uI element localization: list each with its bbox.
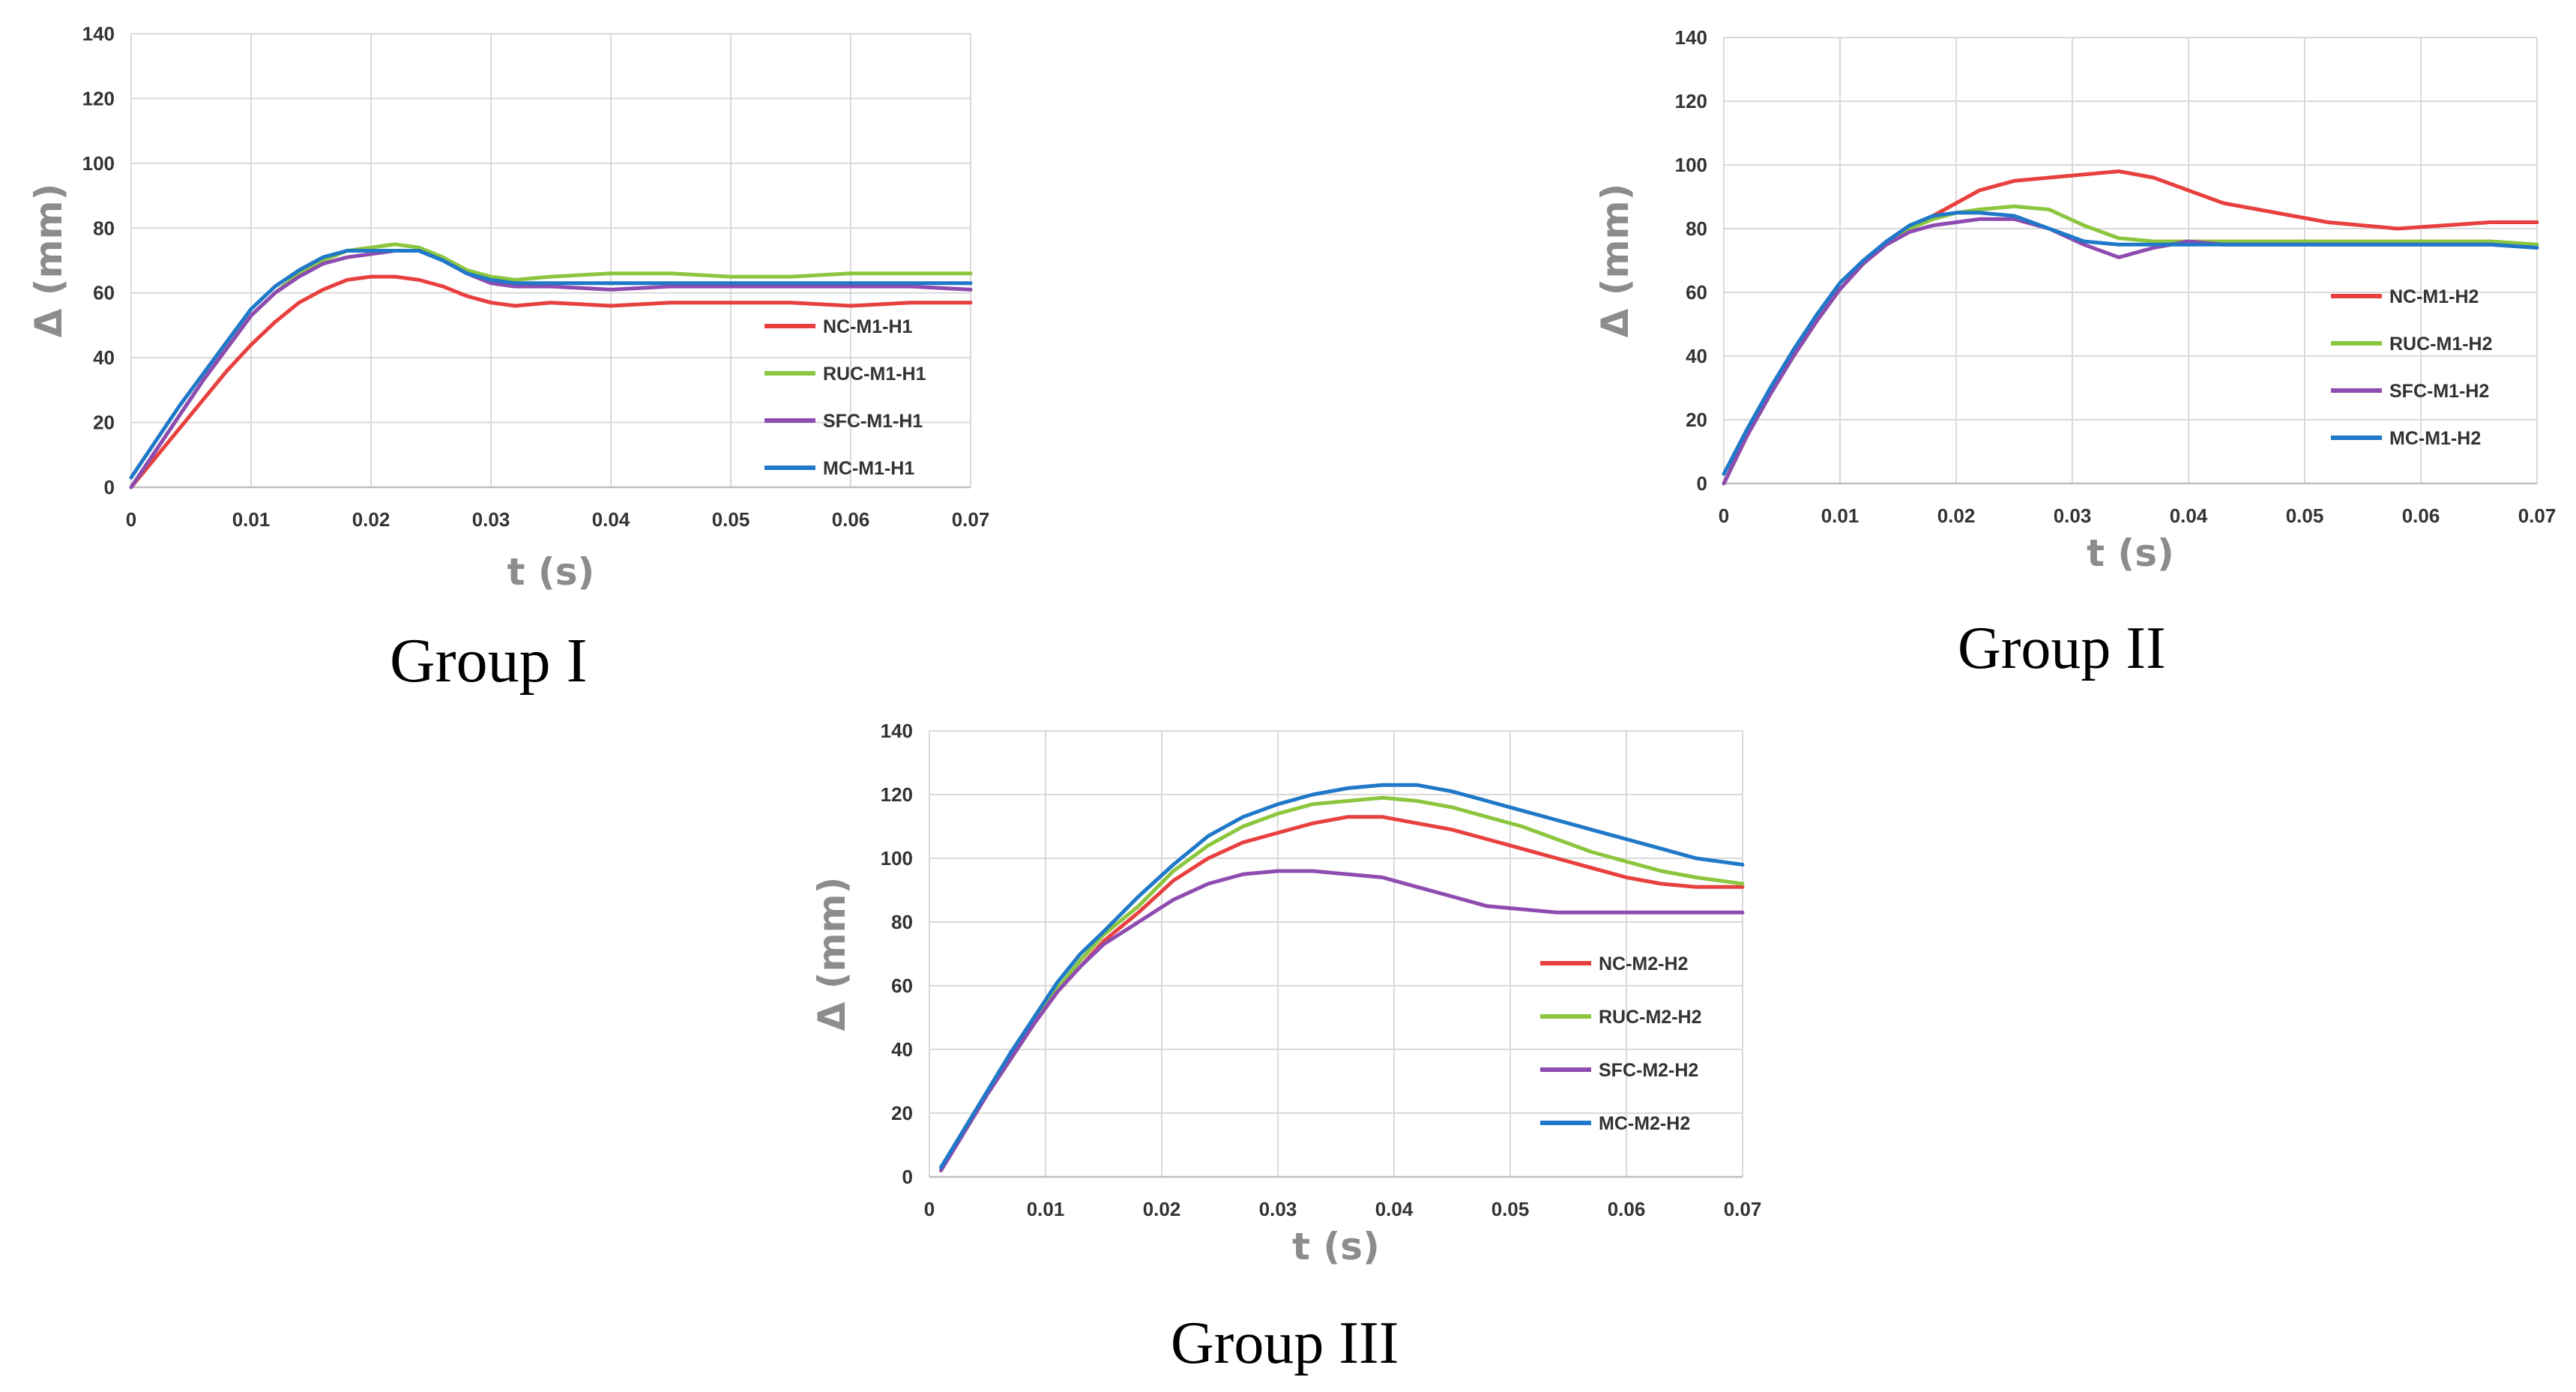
x-tick-label: 0.07 — [2518, 504, 2557, 527]
x-tick-label: 0.05 — [712, 508, 750, 531]
y-tick-label: 120 — [881, 783, 913, 806]
y-tick-label: 100 — [881, 847, 913, 870]
legend-label: SFC-M1-H2 — [2389, 381, 2489, 402]
x-axis-label: t (s) — [1292, 1225, 1380, 1268]
series-line-mc-m1-h1 — [129, 249, 973, 480]
y-tick-label: 140 — [1675, 26, 1707, 49]
series-line-nc-m1-h1 — [129, 274, 973, 489]
x-axis-label: t (s) — [2087, 531, 2174, 575]
x-tick-label: 0.04 — [2170, 504, 2208, 527]
legend-label: SFC-M2-H2 — [1599, 1060, 1698, 1081]
legend-label: NC-M1-H1 — [823, 316, 913, 337]
chart-caption-group-3: Group III — [1171, 1310, 1399, 1376]
y-tick-label: 0 — [104, 476, 115, 498]
y-tick-label: 40 — [1686, 345, 1707, 367]
chart-caption-group-1: Group I — [390, 626, 588, 696]
y-axis-label: Δ (mm) — [27, 183, 70, 337]
x-tick-label: 0.03 — [2054, 504, 2092, 527]
x-tick-label: 0.02 — [1143, 1198, 1181, 1220]
legend-label: MC-M1-H1 — [823, 458, 914, 479]
legend-label: MC-M2-H2 — [1599, 1113, 1690, 1134]
y-tick-label: 140 — [82, 22, 115, 45]
x-tick-label: 0.02 — [1937, 504, 1976, 527]
x-tick-label: 0 — [924, 1198, 935, 1220]
series-line-mc-m1-h2 — [1722, 211, 2539, 476]
y-tick-label: 60 — [1686, 281, 1707, 304]
legend-label: RUC-M2-H2 — [1599, 1007, 1702, 1028]
y-axis-label: Δ (mm) — [810, 876, 854, 1031]
x-tick-label: 0.04 — [1375, 1198, 1414, 1220]
series-line-mc-m2-h2 — [939, 783, 1745, 1169]
chart-group-2: 0 20 40 60 80 100 120 140 0 0.01 0.02 0.03 0.04 0.05 0… — [1593, 26, 2557, 575]
x-tick-label: 0.06 — [2402, 504, 2440, 527]
y-tick-label: 20 — [891, 1102, 913, 1124]
x-tick-label: 0.03 — [472, 508, 510, 531]
x-tick-label: 0 — [126, 508, 136, 531]
y-tick-label: 0 — [1697, 472, 1707, 495]
x-tick-label: 0.05 — [2286, 504, 2324, 527]
y-tick-label: 80 — [891, 911, 913, 933]
x-tick-label: 0.04 — [592, 508, 630, 531]
chart-caption-group-2: Group II — [1958, 615, 2166, 681]
y-axis-label: Δ (mm) — [1593, 183, 1637, 337]
legend-label: RUC-M1-H2 — [2389, 334, 2493, 355]
x-tick-label: 0.05 — [1491, 1198, 1530, 1220]
legend-label: MC-M1-H2 — [2389, 428, 2481, 449]
y-tick-label: 60 — [93, 282, 115, 304]
chart-group-3: 0 20 40 60 80 100 120 140 0 0.01 0.02 0.03 0.04 0.05 0… — [810, 720, 1762, 1268]
series-line-sfc-m2-h2 — [939, 869, 1745, 1172]
x-axis-label: t (s) — [507, 550, 595, 594]
y-tick-label: 80 — [93, 217, 115, 239]
y-tick-label: 40 — [93, 346, 115, 369]
x-tick-label: 0.06 — [1608, 1198, 1646, 1220]
x-tick-label: 0.07 — [1724, 1198, 1762, 1220]
y-tick-label: 120 — [82, 87, 115, 109]
y-tick-label: 20 — [93, 412, 115, 434]
x-tick-label: 0.02 — [352, 508, 390, 531]
legend-label: SFC-M1-H1 — [823, 411, 923, 432]
y-tick-label: 0 — [902, 1166, 913, 1188]
x-tick-label: 0.01 — [232, 508, 271, 531]
y-tick-label: 120 — [1675, 90, 1707, 112]
y-tick-label: 140 — [881, 720, 913, 742]
x-tick-label: 0.07 — [952, 508, 990, 531]
legend-label: NC-M2-H2 — [1599, 953, 1688, 974]
y-tick-label: 80 — [1686, 217, 1707, 240]
y-tick-label: 20 — [1686, 409, 1707, 431]
y-tick-label: 100 — [82, 152, 115, 175]
y-tick-label: 40 — [891, 1038, 913, 1061]
x-tick-label: 0 — [1719, 504, 1729, 527]
x-tick-label: 0.03 — [1259, 1198, 1297, 1220]
chart-group-1: 0 20 40 60 80 100 120 140 0 0.01 0.02 0.03 0.04 0.05 0… — [27, 22, 990, 594]
legend-label: RUC-M1-H1 — [823, 364, 926, 385]
x-tick-label: 0.01 — [1027, 1198, 1065, 1220]
y-tick-label: 100 — [1675, 154, 1707, 176]
y-tick-label: 60 — [891, 974, 913, 997]
legend-label: NC-M1-H2 — [2389, 286, 2479, 307]
x-tick-label: 0.06 — [832, 508, 870, 531]
x-tick-label: 0.01 — [1821, 504, 1859, 527]
